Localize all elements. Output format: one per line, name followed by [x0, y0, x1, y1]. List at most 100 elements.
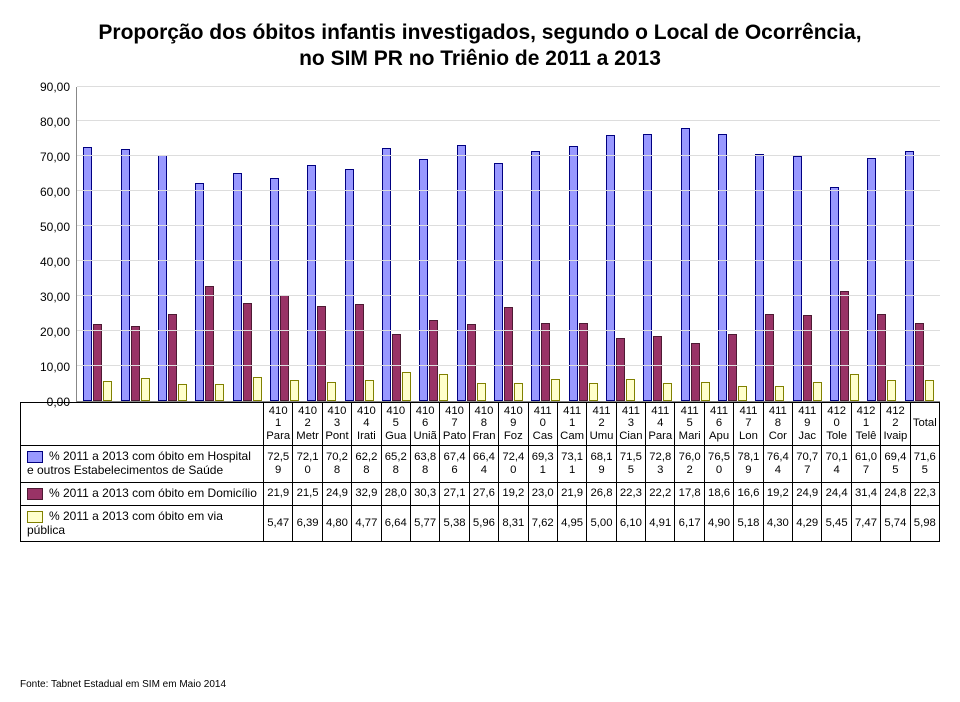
bar — [195, 183, 204, 400]
bar — [158, 155, 167, 400]
bar — [141, 378, 150, 400]
col-header: 4103Pont — [322, 402, 351, 446]
bar — [840, 291, 849, 401]
data-cell: 71,55 — [616, 446, 645, 483]
bar — [205, 286, 214, 401]
data-cell: 5,96 — [469, 505, 498, 542]
legend-swatch — [27, 451, 43, 463]
table-corner — [21, 402, 264, 446]
col-header: 4117Lon — [734, 402, 763, 446]
y-tick-label: 70,00 — [40, 150, 70, 164]
bar — [915, 323, 924, 401]
data-cell: 6,17 — [675, 505, 704, 542]
data-cell: 70,28 — [322, 446, 351, 483]
y-tick-label: 80,00 — [40, 115, 70, 129]
data-cell: 5,00 — [587, 505, 616, 542]
data-cell: 27,6 — [469, 483, 498, 506]
col-header: 4121Telê — [851, 402, 880, 446]
data-cell: 24,8 — [881, 483, 910, 506]
category-group — [79, 87, 116, 401]
data-cell: 78,19 — [734, 446, 763, 483]
y-axis: 0,0010,0020,0030,0040,0050,0060,0070,008… — [20, 87, 76, 402]
data-table: 4101Para4102Metr4103Pont4104Irati4105Gua… — [20, 402, 940, 543]
bar — [793, 156, 802, 401]
data-cell: 4,77 — [352, 505, 381, 542]
data-cell: 16,6 — [734, 483, 763, 506]
bar — [626, 379, 635, 401]
category-group — [490, 87, 527, 401]
bar — [270, 178, 279, 401]
data-cell: 5,74 — [881, 505, 910, 542]
data-cell: 71,65 — [910, 446, 939, 483]
y-tick-label: 0,00 — [47, 395, 70, 409]
category-group — [826, 87, 863, 401]
category-group — [751, 87, 788, 401]
y-tick-label: 10,00 — [40, 360, 70, 374]
data-cell: 7,47 — [851, 505, 880, 542]
category-group — [378, 87, 415, 401]
category-group — [677, 87, 714, 401]
bar — [253, 377, 262, 400]
bar — [317, 306, 326, 401]
data-cell: 4,90 — [704, 505, 733, 542]
row-header: % 2011 a 2013 com óbito em Domicílio — [21, 483, 264, 506]
data-cell: 5,45 — [822, 505, 851, 542]
data-cell: 68,19 — [587, 446, 616, 483]
bar — [877, 314, 886, 401]
col-header: 4112Umu — [587, 402, 616, 446]
category-group — [228, 87, 265, 401]
bar — [402, 372, 411, 401]
bar — [850, 374, 859, 400]
data-cell: 70,14 — [822, 446, 851, 483]
data-cell: 5,38 — [440, 505, 469, 542]
category-group — [266, 87, 303, 401]
category-group — [789, 87, 826, 401]
data-cell: 73,11 — [557, 446, 586, 483]
bar — [531, 151, 540, 401]
data-cell: 31,4 — [851, 483, 880, 506]
category-group — [527, 87, 564, 401]
bar — [606, 135, 615, 400]
category-group — [191, 87, 228, 401]
data-cell: 4,30 — [763, 505, 792, 542]
bar — [355, 304, 364, 400]
category-group — [901, 87, 938, 401]
data-cell: 27,1 — [440, 483, 469, 506]
bar — [382, 148, 391, 401]
data-cell: 4,91 — [646, 505, 675, 542]
bar — [701, 382, 710, 400]
data-cell: 18,6 — [704, 483, 733, 506]
category-group — [863, 87, 900, 401]
bar — [392, 334, 401, 401]
data-cell: 22,3 — [616, 483, 645, 506]
bar — [365, 380, 374, 401]
data-cell: 5,47 — [264, 505, 293, 542]
row-header: % 2011 a 2013 com óbito em via pública — [21, 505, 264, 542]
bar — [643, 134, 652, 401]
bar — [765, 314, 774, 401]
col-header: Total — [910, 402, 939, 446]
data-cell: 72,59 — [264, 446, 293, 483]
bar — [813, 382, 822, 401]
data-cell: 19,2 — [763, 483, 792, 506]
data-cell: 5,18 — [734, 505, 763, 542]
legend-swatch — [27, 511, 43, 523]
data-cell: 65,28 — [381, 446, 410, 483]
bar — [327, 382, 336, 401]
bar — [280, 295, 289, 401]
col-header: 4109Foz — [499, 402, 528, 446]
data-cell: 76,44 — [763, 446, 792, 483]
bar — [663, 383, 672, 400]
col-header: 4114Para — [646, 402, 675, 446]
row-header: % 2011 a 2013 com óbito em Hospital e ou… — [21, 446, 264, 483]
y-tick-label: 20,00 — [40, 325, 70, 339]
y-tick-label: 40,00 — [40, 255, 70, 269]
col-header: 4105Gua — [381, 402, 410, 446]
bar — [551, 379, 560, 400]
data-cell: 4,95 — [557, 505, 586, 542]
bar — [243, 303, 252, 401]
col-header: 4122Ivaip — [881, 402, 910, 446]
data-cell: 69,45 — [881, 446, 910, 483]
bar — [307, 165, 316, 400]
col-header: 4104Irati — [352, 402, 381, 446]
